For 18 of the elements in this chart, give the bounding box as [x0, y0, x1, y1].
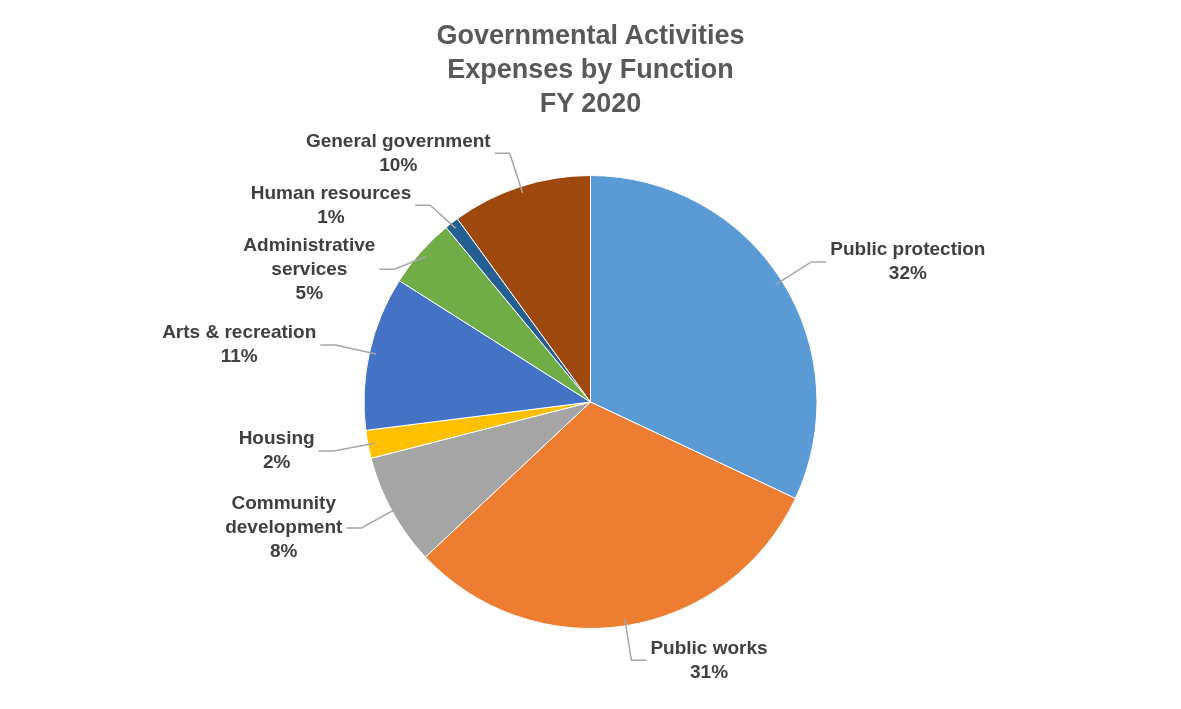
data-label: 31% — [689, 660, 729, 682]
data-label: 1% — [317, 205, 345, 227]
chart-title: Governmental Activities Expenses by Function — [435, 19, 746, 86]
slice-label: Public protection — [830, 238, 986, 260]
slice-label: Human resources — [250, 181, 412, 203]
data-label: 5% — [295, 281, 324, 303]
data-label: 2% — [262, 451, 291, 473]
slice-label: Housing — [238, 427, 315, 449]
data-label: 10% — [379, 153, 418, 175]
slice-label: Public works — [650, 636, 768, 658]
slice-label: Community development — [225, 492, 344, 538]
data-label: 8% — [270, 540, 298, 562]
data-label: 32% — [888, 262, 927, 284]
data-label: 11% — [220, 345, 258, 367]
slice-label: Arts & recreation — [162, 321, 317, 343]
chart-subtitle: FY 2020 — [538, 87, 643, 120]
slice-label: General government — [305, 129, 492, 151]
slice-label: Administrative services — [243, 233, 376, 279]
